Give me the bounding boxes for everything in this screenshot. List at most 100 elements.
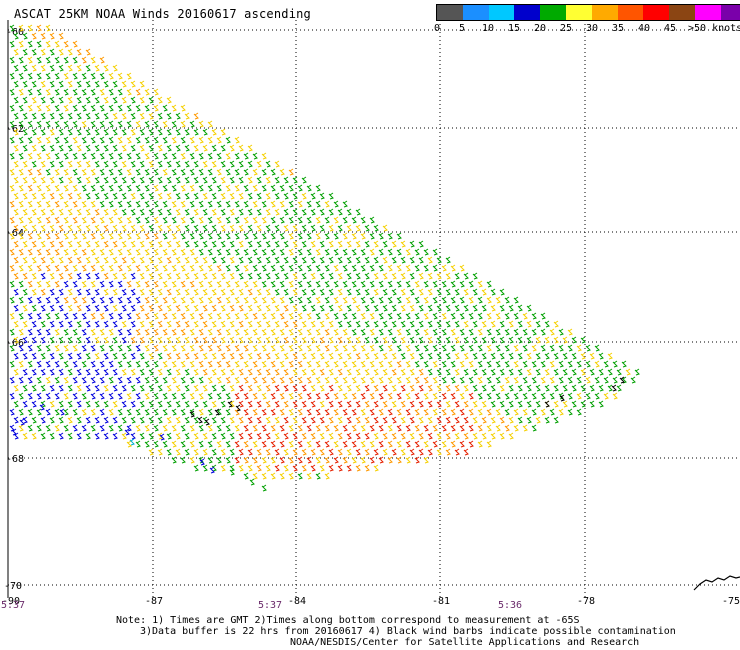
wind-barb bbox=[315, 440, 321, 448]
wind-barb bbox=[531, 376, 537, 384]
wind-barb bbox=[387, 424, 393, 432]
wind-barb bbox=[288, 376, 294, 384]
wind-barb bbox=[495, 392, 501, 400]
wind-barb bbox=[576, 392, 582, 400]
wind-barb bbox=[94, 96, 100, 104]
wind-barb bbox=[544, 352, 550, 360]
wind-barb bbox=[378, 456, 384, 464]
wind-barb bbox=[396, 248, 402, 256]
wind-barb bbox=[571, 384, 577, 392]
wind-barb bbox=[135, 232, 141, 240]
wind-barb bbox=[72, 136, 78, 144]
wind-barb bbox=[175, 160, 181, 168]
wind-barb bbox=[229, 160, 235, 168]
wind-barb bbox=[117, 72, 123, 80]
wind-barb bbox=[427, 432, 433, 440]
wind-barb bbox=[121, 432, 127, 440]
wind-barb bbox=[94, 368, 100, 376]
wind-barb bbox=[261, 248, 267, 256]
wind-barb bbox=[306, 360, 312, 368]
wind-barb bbox=[288, 200, 294, 208]
wind-barb bbox=[139, 256, 145, 264]
wind-barb bbox=[220, 416, 226, 424]
wind-barb bbox=[319, 304, 325, 312]
wind-barb bbox=[315, 248, 321, 256]
wind-barb bbox=[103, 416, 109, 424]
wind-barb bbox=[288, 472, 294, 480]
wind-barb bbox=[279, 280, 285, 288]
wind-barb bbox=[175, 208, 181, 216]
wind-barb bbox=[279, 168, 285, 176]
wind-barb bbox=[423, 248, 429, 256]
wind-barb bbox=[477, 280, 483, 288]
wind-barb bbox=[495, 408, 501, 416]
wind-barb bbox=[288, 456, 294, 464]
wind-barb bbox=[198, 360, 204, 368]
wind-barb bbox=[247, 288, 253, 296]
wind-barb bbox=[364, 384, 370, 392]
wind-barb bbox=[49, 272, 55, 280]
wind-barb bbox=[409, 272, 415, 280]
wind-barb bbox=[171, 424, 177, 432]
wind-barb bbox=[22, 48, 28, 56]
wind-barb bbox=[256, 176, 262, 184]
wind-barb bbox=[508, 416, 514, 424]
wind-barb bbox=[76, 208, 82, 216]
wind-barb bbox=[157, 416, 163, 424]
wind-barb bbox=[175, 112, 181, 120]
wind-barb bbox=[157, 224, 163, 232]
wind-barb bbox=[459, 312, 465, 320]
wind-barb bbox=[67, 384, 73, 392]
wind-barb bbox=[297, 472, 303, 480]
wind-barb bbox=[625, 368, 631, 376]
wind-barb bbox=[346, 416, 352, 424]
wind-barb bbox=[292, 448, 298, 456]
wind-barb bbox=[139, 336, 145, 344]
wind-barb bbox=[355, 384, 361, 392]
wind-barb bbox=[67, 144, 73, 152]
wind-barb bbox=[112, 112, 118, 120]
wind-barb bbox=[184, 192, 190, 200]
wind-barb bbox=[220, 128, 226, 136]
wind-barb bbox=[292, 304, 298, 312]
wind-barb bbox=[171, 184, 177, 192]
wind-barb bbox=[225, 376, 231, 384]
wind-barb bbox=[553, 352, 559, 360]
wind-barb bbox=[90, 360, 96, 368]
wind-barb bbox=[423, 280, 429, 288]
wind-barb bbox=[18, 216, 24, 224]
wind-barb bbox=[220, 272, 226, 280]
wind-barb bbox=[18, 392, 24, 400]
wind-barb bbox=[180, 248, 186, 256]
wind-barb bbox=[153, 232, 159, 240]
wind-barb bbox=[400, 384, 406, 392]
wind-barb bbox=[301, 240, 307, 248]
wind-barb bbox=[261, 484, 267, 492]
wind-barb bbox=[432, 312, 438, 320]
wind-barb bbox=[418, 448, 424, 456]
time-label-3: 5:36 bbox=[498, 600, 523, 611]
wind-barb bbox=[202, 192, 208, 200]
wind-barb bbox=[121, 112, 127, 120]
wind-barb bbox=[54, 72, 60, 80]
wind-barb bbox=[211, 288, 217, 296]
wind-barb bbox=[36, 184, 42, 192]
wind-barb bbox=[40, 304, 46, 312]
wind-barb bbox=[184, 272, 190, 280]
wind-barb bbox=[36, 376, 42, 384]
wind-barb bbox=[603, 376, 609, 384]
wind-barb bbox=[522, 312, 528, 320]
wind-barb bbox=[454, 384, 460, 392]
wind-barb bbox=[468, 328, 474, 336]
wind-barb bbox=[202, 320, 208, 328]
wind-barb bbox=[27, 264, 33, 272]
wind-barb bbox=[504, 296, 510, 304]
wind-barb bbox=[171, 120, 177, 128]
wind-barb bbox=[247, 464, 253, 472]
wind-barb bbox=[103, 368, 109, 376]
wind-barb bbox=[256, 464, 262, 472]
wind-barb bbox=[310, 192, 316, 200]
wind-barb bbox=[121, 256, 127, 264]
wind-barb bbox=[450, 280, 456, 288]
wind-barb bbox=[126, 280, 132, 288]
